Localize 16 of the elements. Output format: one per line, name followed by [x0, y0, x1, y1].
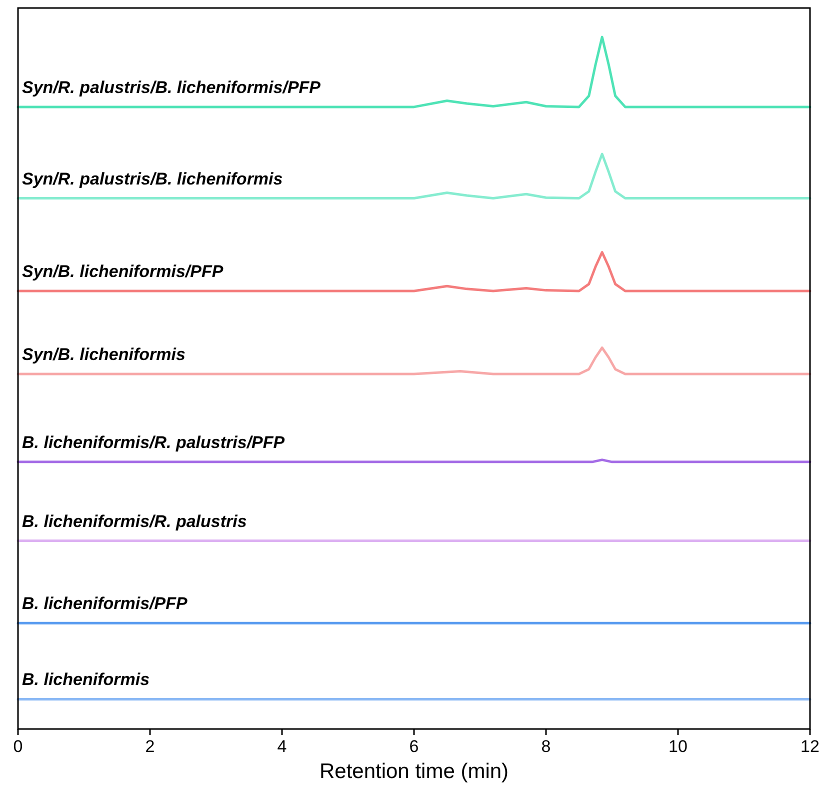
series-label: Syn/R. palustris/B. licheniformis: [22, 169, 283, 188]
x-axis-title: Retention time (min): [319, 760, 509, 783]
x-tick-label: 4: [277, 737, 287, 756]
series-label: Syn/R. palustris/B. licheniformis/PFP: [22, 78, 322, 97]
series-label: Syn/B. licheniformis: [22, 345, 186, 364]
x-tick-label: 10: [668, 737, 688, 756]
series-label: B. licheniformis/PFP: [22, 594, 188, 614]
series-label: B. licheniformis/R. palustris: [22, 512, 247, 531]
x-tick-label: 6: [409, 737, 419, 756]
x-tick-label: 12: [800, 737, 820, 756]
x-tick-label: 0: [13, 737, 23, 756]
x-tick-label: 8: [541, 737, 551, 756]
series-label: B. licheniformis/R. palustris/PFP: [22, 432, 286, 452]
series-label: Syn/B. licheniformis/PFP: [22, 262, 224, 282]
series-label: B. licheniformis: [22, 670, 150, 690]
x-tick-label: 2: [145, 737, 155, 756]
